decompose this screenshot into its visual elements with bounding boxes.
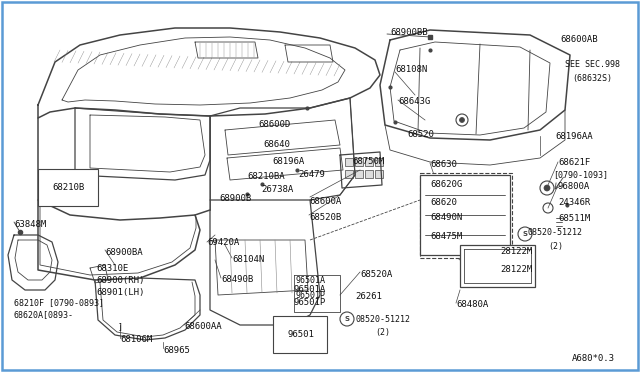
Text: 68490N: 68490N (430, 213, 462, 222)
Bar (375, 158, 383, 166)
Text: 68900B: 68900B (219, 194, 252, 203)
Text: 68104N: 68104N (232, 255, 264, 264)
Text: 68210F [0790-0893]: 68210F [0790-0893] (14, 298, 104, 307)
Text: 68210B: 68210B (52, 183, 84, 192)
Text: S: S (522, 231, 527, 237)
Text: 96501A: 96501A (294, 285, 326, 294)
Bar (355, 158, 363, 166)
Text: 63848M: 63848M (14, 220, 46, 229)
Text: 08520-51212: 08520-51212 (528, 228, 583, 237)
Text: 68621F: 68621F (558, 158, 590, 167)
Text: 68901(LH): 68901(LH) (96, 288, 145, 297)
Bar (420, 175, 510, 255)
Text: 68480A: 68480A (456, 300, 488, 309)
Text: 68106M: 68106M (120, 335, 152, 344)
Text: 68643G: 68643G (398, 97, 430, 106)
Text: (68632S): (68632S) (572, 74, 612, 83)
Bar (365, 170, 373, 178)
Bar (345, 158, 353, 166)
Text: 68900BB: 68900BB (390, 28, 428, 37)
Text: 68600D: 68600D (258, 120, 291, 129)
Text: 96501P: 96501P (296, 291, 326, 300)
Text: ●: ● (564, 202, 570, 208)
Text: 24346R: 24346R (558, 198, 590, 207)
Bar (365, 158, 373, 166)
Text: [0790-1093]: [0790-1093] (553, 170, 608, 179)
Text: 96800A: 96800A (558, 182, 590, 191)
Text: 68640: 68640 (263, 140, 290, 149)
Text: 68750M: 68750M (352, 157, 384, 166)
Bar (460, 245, 535, 287)
Text: 26738A: 26738A (261, 185, 293, 194)
Text: 68108N: 68108N (395, 65, 428, 74)
Text: 28122M: 28122M (500, 247, 532, 256)
Text: 68600A: 68600A (309, 197, 341, 206)
Bar (420, 173, 512, 258)
Text: 69420A: 69420A (207, 238, 239, 247)
Text: 68520B: 68520B (309, 213, 341, 222)
Text: SEE SEC.998: SEE SEC.998 (565, 60, 620, 69)
Text: 68196AA: 68196AA (555, 132, 593, 141)
Text: 68620G: 68620G (430, 180, 462, 189)
Bar (345, 170, 353, 178)
Text: 68520A: 68520A (360, 270, 392, 279)
Text: 68620: 68620 (430, 198, 457, 207)
Text: 68490B: 68490B (221, 275, 253, 284)
Bar (355, 170, 363, 178)
Text: 68475M: 68475M (430, 232, 462, 241)
Text: 08520-51212: 08520-51212 (355, 315, 410, 324)
Text: 68900(RH): 68900(RH) (96, 276, 145, 285)
Text: 68511M: 68511M (558, 214, 590, 223)
Text: 68249: 68249 (52, 192, 79, 201)
Text: 68210BA: 68210BA (247, 172, 285, 181)
Circle shape (544, 185, 550, 191)
Text: 68420: 68420 (52, 172, 79, 181)
Text: ]: ] (118, 322, 123, 331)
Text: 68620A[0893-: 68620A[0893- (14, 310, 74, 319)
Text: A680*0.3: A680*0.3 (572, 354, 615, 363)
Text: 96501A: 96501A (296, 276, 326, 285)
Text: 68520: 68520 (407, 130, 434, 139)
Text: 68600AB: 68600AB (560, 35, 598, 44)
Text: 26261: 26261 (355, 292, 382, 301)
Bar (375, 170, 383, 178)
Circle shape (460, 118, 465, 122)
Text: 68600AA: 68600AA (184, 322, 221, 331)
Text: 68196A: 68196A (272, 157, 304, 166)
Text: (2): (2) (548, 242, 563, 251)
Text: S: S (344, 316, 349, 322)
Text: 28122M: 28122M (500, 265, 532, 274)
Text: (2): (2) (375, 328, 390, 337)
Text: 68310E: 68310E (96, 264, 128, 273)
Text: 68630: 68630 (430, 160, 457, 169)
Text: 68965: 68965 (163, 346, 190, 355)
Text: 96501P: 96501P (294, 298, 326, 307)
Text: 26479: 26479 (298, 170, 325, 179)
Text: 68900BA: 68900BA (105, 248, 143, 257)
Text: 96501: 96501 (287, 330, 314, 339)
